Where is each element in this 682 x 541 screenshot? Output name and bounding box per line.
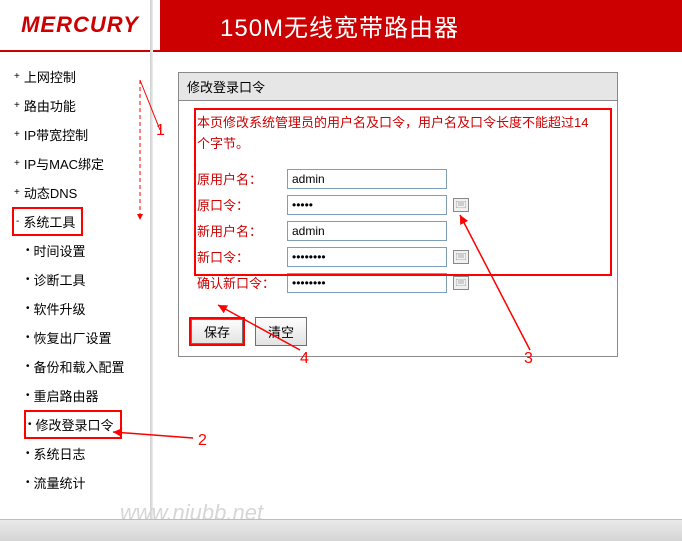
bullet-icon: • — [26, 274, 30, 285]
change-password-panel: 修改登录口令 本页修改系统管理员的用户名及口令，用户名及口令长度不能超过14个字… — [178, 72, 618, 357]
sidebar-item-label: 流量统计 — [34, 473, 86, 492]
old-user-input[interactable] — [287, 169, 447, 189]
sidebar-item-traffic-stats[interactable]: • 流量统计 — [12, 468, 150, 497]
new-pwd-input[interactable] — [287, 247, 447, 267]
sidebar-item-factory-reset[interactable]: • 恢复出厂设置 — [12, 323, 150, 352]
sidebar-item-routing[interactable]: + 路由功能 — [12, 91, 150, 120]
panel-description: 本页修改系统管理员的用户名及口令，用户名及口令长度不能超过14个字节。 — [197, 113, 599, 155]
form-row-new-user: 新用户名： — [197, 221, 599, 241]
sidebar-item-internet-control[interactable]: + 上网控制 — [12, 62, 150, 91]
sidebar-item-label: 系统日志 — [34, 444, 86, 463]
sidebar-item-label: 诊断工具 — [34, 270, 86, 289]
plus-icon: + — [14, 71, 20, 82]
sidebar-item-diagnostics[interactable]: • 诊断工具 — [12, 265, 150, 294]
sidebar-item-ip-bandwidth[interactable]: + IP带宽控制 — [12, 120, 150, 149]
new-pwd-label: 新口令： — [197, 247, 287, 266]
keyboard-icon[interactable] — [453, 198, 469, 212]
keyboard-icon[interactable] — [453, 250, 469, 264]
bullet-icon: • — [26, 390, 30, 401]
bullet-icon: • — [26, 332, 30, 343]
minus-icon: - — [16, 216, 19, 227]
clear-button[interactable]: 清空 — [255, 317, 307, 346]
header-title: 150M无线宽带路由器 — [160, 0, 682, 50]
form-row-confirm-pwd: 确认新口令： — [197, 273, 599, 293]
header-subtitle: 水星 — [650, 22, 678, 42]
sidebar-item-label: 软件升级 — [34, 299, 86, 318]
confirm-pwd-input[interactable] — [287, 273, 447, 293]
sidebar: +上网控制 +路由功能 +IP带宽控制 +IP与MAC绑定 +动态DNS -系统… — [0, 52, 150, 539]
sidebar-item-label: 重启路由器 — [34, 386, 99, 405]
form-row-new-pwd: 新口令： — [197, 247, 599, 267]
bullet-icon: • — [26, 448, 30, 459]
bullet-icon: • — [28, 419, 32, 430]
logo-cell: MERCURY — [0, 0, 160, 50]
sidebar-item-label: 系统工具 — [23, 212, 75, 231]
plus-icon: + — [14, 129, 20, 140]
form-row-old-pwd: 原口令： — [197, 195, 599, 215]
header: MERCURY 150M无线宽带路由器 水星 — [0, 0, 682, 52]
sidebar-item-firmware-upgrade[interactable]: • 软件升级 — [12, 294, 150, 323]
sidebar-item-system-tools[interactable]: -系统工具 — [14, 209, 81, 234]
plus-icon: + — [14, 100, 20, 111]
logo-text: MERCURY — [21, 12, 139, 38]
sidebar-item-ddns[interactable]: + 动态DNS — [12, 178, 150, 207]
sidebar-item-label: 恢复出厂设置 — [34, 328, 112, 347]
sidebar-item-label: 备份和载入配置 — [34, 357, 125, 376]
panel-actions: 保存 清空 — [179, 311, 617, 356]
sidebar-item-label: 时间设置 — [34, 241, 86, 260]
plus-icon: + — [14, 158, 20, 169]
sidebar-item-label: IP带宽控制 — [24, 125, 88, 144]
old-pwd-label: 原口令： — [197, 195, 287, 214]
new-user-label: 新用户名： — [197, 221, 287, 240]
confirm-pwd-label: 确认新口令： — [197, 273, 287, 292]
bullet-icon: • — [26, 303, 30, 314]
bullet-icon: • — [26, 477, 30, 488]
sidebar-item-label: 路由功能 — [24, 96, 76, 115]
footer-bar — [0, 519, 682, 541]
save-button[interactable]: 保存 — [191, 319, 243, 344]
sidebar-item-time-settings[interactable]: • 时间设置 — [12, 236, 150, 265]
old-pwd-input[interactable] — [287, 195, 447, 215]
sidebar-item-label: 动态DNS — [24, 183, 77, 202]
sidebar-item-ip-mac-binding[interactable]: + IP与MAC绑定 — [12, 149, 150, 178]
sidebar-item-label: 修改登录口令 — [36, 415, 114, 434]
plus-icon: + — [14, 187, 20, 198]
new-user-input[interactable] — [287, 221, 447, 241]
sidebar-item-label: IP与MAC绑定 — [24, 154, 104, 173]
keyboard-icon[interactable] — [453, 276, 469, 290]
bullet-icon: • — [26, 245, 30, 256]
sidebar-item-change-password[interactable]: • 修改登录口令 — [26, 412, 120, 437]
panel-title: 修改登录口令 — [179, 73, 617, 101]
sidebar-item-reboot[interactable]: • 重启路由器 — [12, 381, 150, 410]
old-user-label: 原用户名： — [197, 169, 287, 188]
main-content: 修改登录口令 本页修改系统管理员的用户名及口令，用户名及口令长度不能超过14个字… — [150, 52, 682, 539]
sidebar-item-system-log[interactable]: • 系统日志 — [12, 439, 150, 468]
sidebar-item-label: 上网控制 — [24, 67, 76, 86]
bullet-icon: • — [26, 361, 30, 372]
sidebar-item-backup-restore[interactable]: • 备份和载入配置 — [12, 352, 150, 381]
form-row-old-user: 原用户名： — [197, 169, 599, 189]
